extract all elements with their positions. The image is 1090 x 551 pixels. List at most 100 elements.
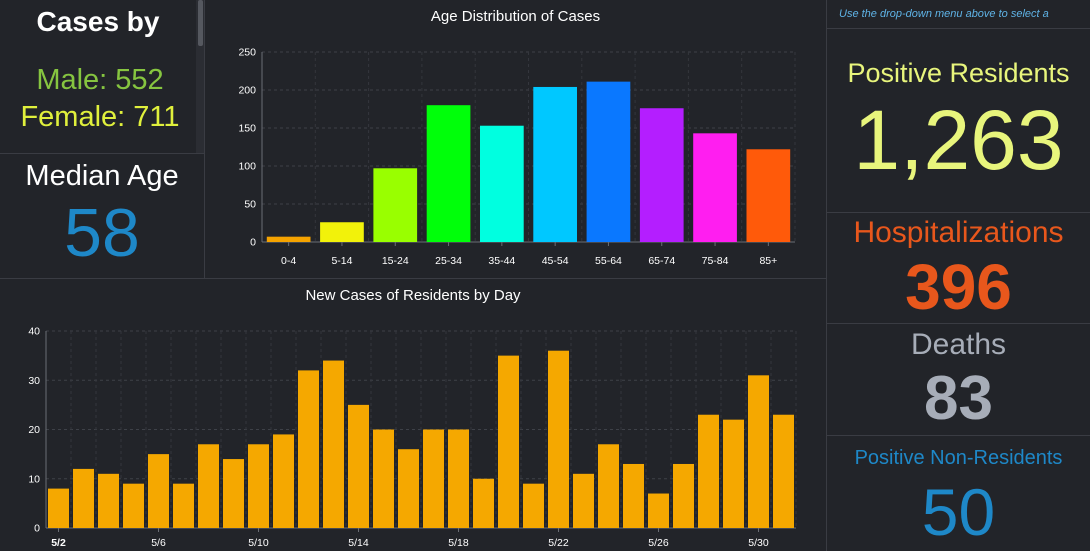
x-tick-label: 5/30 <box>748 537 769 549</box>
x-tick-label: 25-34 <box>435 255 462 267</box>
bar-5/8 <box>198 444 219 528</box>
x-tick-label: 85+ <box>759 255 777 267</box>
bar-85+ <box>746 149 791 242</box>
median-age-label: Median Age <box>25 160 179 192</box>
positive-residents-value: 1,263 <box>853 93 1064 187</box>
bar-5/18 <box>448 429 469 528</box>
bar-0-4 <box>266 236 311 242</box>
divider <box>204 0 205 278</box>
deaths-value: 83 <box>924 364 993 433</box>
bar-5/3 <box>73 468 94 528</box>
bar-5/21 <box>523 483 544 528</box>
x-tick-label: 55-64 <box>595 255 622 267</box>
non-residents-value: 50 <box>921 475 996 549</box>
x-tick-label: 15-24 <box>382 255 409 267</box>
scrollbar-track[interactable] <box>196 0 204 153</box>
bar-5-14 <box>320 222 364 242</box>
x-tick-label: 5/26 <box>648 537 669 549</box>
bar-5/5 <box>123 483 144 528</box>
x-tick-label: 35-44 <box>488 255 515 267</box>
bar-25-34 <box>426 105 471 242</box>
bar-75-84 <box>693 133 737 242</box>
bar-5/30 <box>748 375 769 528</box>
deaths-label: Deaths <box>910 328 1007 361</box>
bar-5/31 <box>773 414 794 528</box>
x-tick-label: 65-74 <box>648 255 675 267</box>
bar-5/12 <box>298 370 319 528</box>
bar-5/28 <box>698 414 719 528</box>
x-tick-label: 5/22 <box>548 537 569 549</box>
bar-5/25 <box>623 463 644 528</box>
bar-5/22 <box>548 350 569 528</box>
bar-5/19 <box>473 478 494 528</box>
male-count: Male: 552 <box>36 64 164 96</box>
hospitalizations-value: 396 <box>905 251 1012 323</box>
y-tick-label: 200 <box>238 85 256 97</box>
bar-65-74 <box>639 108 684 243</box>
bar-5/15 <box>373 429 394 528</box>
age-chart-title: Age Distribution of Cases <box>430 8 601 25</box>
bar-5/29 <box>723 419 744 528</box>
bar-5/13 <box>323 360 344 528</box>
bar-5/16 <box>398 449 419 528</box>
divider <box>0 278 826 279</box>
age-distribution-chart: 0 50 100 150 200 250 0-4 5-14 15-24 25-34 35-44 45-… <box>238 47 796 267</box>
y-tick-label: 250 <box>238 47 256 59</box>
y-tick-label: 40 <box>28 326 40 338</box>
divider <box>827 435 1090 436</box>
cases-by-title: Cases by <box>36 6 160 37</box>
non-residents-label: Positive Non-Residents <box>854 447 1063 469</box>
median-age-panel: Median Age 58 <box>0 154 204 278</box>
daily-cases-chart: 0 10 20 30 40 5/2 5/6 5/10 5/14 5/18 5/22 5/26 5/30 <box>28 326 797 549</box>
age-distribution-chart-panel: Age Distribution of Cases 0 50 100 150 200 25… <box>205 0 826 278</box>
dropdown-hint: Use the drop-down menu above to select a <box>839 8 1049 20</box>
y-tick-label: 20 <box>28 424 40 436</box>
x-tick-label: 5/2 <box>51 537 66 549</box>
divider <box>0 153 204 154</box>
bar-5/4 <box>98 473 119 528</box>
x-tick-label: 5-14 <box>331 255 352 267</box>
divider <box>827 212 1090 213</box>
bar-5/23 <box>573 473 594 528</box>
cases-by-gender-panel: Cases by Male: 552 Female: 711 <box>0 0 204 153</box>
scrollbar-thumb[interactable] <box>198 0 203 46</box>
daily-cases-chart-panel: New Cases of Residents by Day 0 10 20 30 40 5… <box>0 279 826 551</box>
bar-5/17 <box>423 429 444 528</box>
y-tick-label: 10 <box>28 473 40 485</box>
bar-45-54 <box>533 86 578 243</box>
bar-5/26 <box>648 493 669 528</box>
x-tick-label: 5/18 <box>448 537 469 549</box>
x-tick-label: 5/14 <box>348 537 369 549</box>
y-tick-label: 0 <box>250 237 256 249</box>
positive-residents-label: Positive Residents <box>847 58 1070 88</box>
hospitalizations-label: Hospitalizations <box>853 216 1064 249</box>
bar-5/2 <box>48 488 69 528</box>
summary-column: Use the drop-down menu above to select a… <box>827 0 1090 551</box>
y-tick-label: 150 <box>238 123 256 135</box>
divider <box>827 28 1090 29</box>
y-tick-label: 100 <box>238 161 256 173</box>
y-tick-label: 30 <box>28 375 40 387</box>
divider <box>827 323 1090 324</box>
bar-15-24 <box>373 168 418 242</box>
bar-5/14 <box>348 404 369 528</box>
x-tick-label: 0-4 <box>281 255 296 267</box>
bar-35-44 <box>479 125 524 242</box>
y-tick-label: 0 <box>34 523 40 535</box>
bar-5/9 <box>223 459 244 528</box>
bar-5/27 <box>673 463 694 528</box>
bar-5/10 <box>248 444 269 528</box>
bar-55-64 <box>586 81 631 242</box>
bar-5/24 <box>598 444 619 528</box>
x-tick-label: 75-84 <box>702 255 729 267</box>
x-tick-label: 45-54 <box>542 255 569 267</box>
x-tick-label: 5/6 <box>151 537 166 549</box>
y-tick-label: 50 <box>244 199 256 211</box>
x-tick-label: 5/10 <box>248 537 269 549</box>
bar-5/11 <box>273 434 294 528</box>
median-age-value: 58 <box>64 195 140 271</box>
bar-5/6 <box>148 454 169 528</box>
bar-5/7 <box>173 483 194 528</box>
bar-5/20 <box>498 355 519 528</box>
female-count: Female: 711 <box>20 101 180 133</box>
